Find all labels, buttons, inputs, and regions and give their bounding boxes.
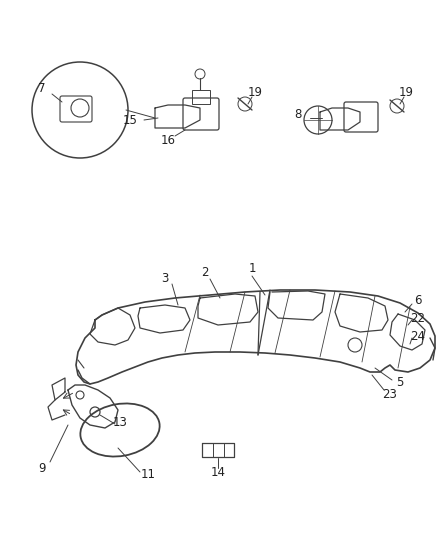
Text: 14: 14	[211, 465, 226, 479]
Text: 22: 22	[410, 311, 425, 325]
Bar	[192, 90, 210, 104]
Text: 13: 13	[113, 416, 127, 429]
Text: 8: 8	[294, 109, 302, 122]
Text: 23: 23	[382, 389, 397, 401]
Text: 24: 24	[410, 329, 425, 343]
Text: 7: 7	[38, 82, 46, 94]
Text: 11: 11	[141, 467, 155, 481]
Text: 1: 1	[248, 262, 256, 274]
Text: 3: 3	[161, 271, 169, 285]
Text: 16: 16	[160, 133, 176, 147]
Text: 6: 6	[414, 294, 422, 306]
Text: 19: 19	[247, 85, 262, 99]
Text: 15: 15	[123, 114, 138, 126]
Text: 5: 5	[396, 376, 404, 389]
Text: 2: 2	[201, 265, 209, 279]
Text: 9: 9	[38, 462, 46, 474]
Text: 19: 19	[399, 85, 413, 99]
